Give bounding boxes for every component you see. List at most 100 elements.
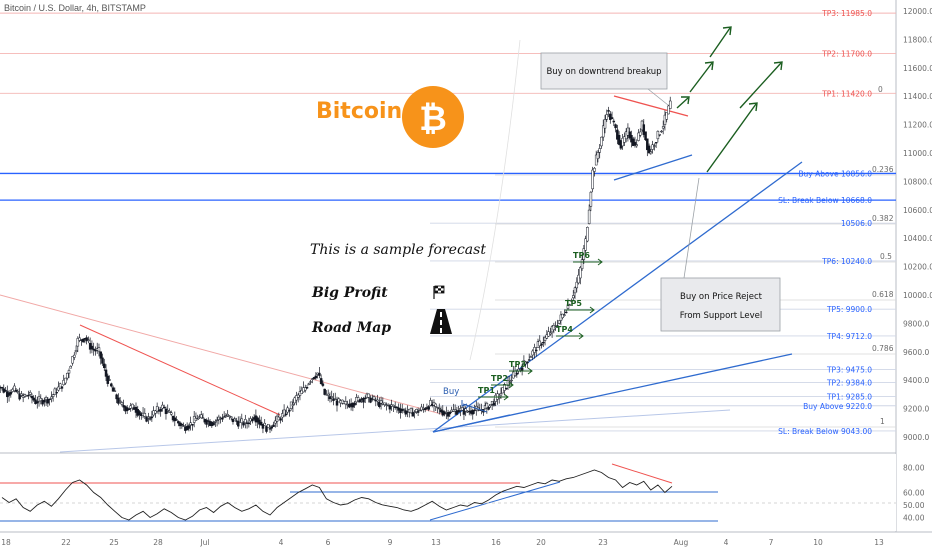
candle-body <box>649 151 653 154</box>
candle-body <box>64 377 67 384</box>
arrow-up-icon <box>709 26 732 58</box>
candle-body <box>363 397 367 400</box>
tp1-marker: TP1 <box>478 386 495 395</box>
candle-body <box>654 142 658 144</box>
candle-body <box>76 338 80 347</box>
candle-body <box>46 399 50 404</box>
downtrend-top <box>613 95 689 117</box>
candle-body <box>639 131 642 136</box>
level-label: Buy Above 10856.0 <box>798 169 872 178</box>
level-label: TP1: 11420.0 <box>821 89 872 98</box>
fib-label-0786: 0.786 <box>872 344 894 353</box>
candle-body <box>147 416 150 419</box>
rsi-line <box>1 469 673 521</box>
candle-body <box>69 366 73 369</box>
road-map-text: Road Map <box>311 320 391 336</box>
level-label: TP2: 9384.0 <box>826 378 872 387</box>
candle-body <box>663 114 667 125</box>
candle-body <box>305 387 309 389</box>
candle-body <box>199 414 203 419</box>
candle-body <box>291 404 295 407</box>
candle-body <box>159 409 162 412</box>
candle-body <box>503 384 506 391</box>
candle-body <box>667 105 670 115</box>
candle-body <box>295 395 298 401</box>
candle-body <box>367 393 370 398</box>
candle-body <box>600 136 603 147</box>
candle-body <box>594 154 598 166</box>
candle-body <box>635 144 638 147</box>
x-tick-label: 23 <box>598 538 608 547</box>
x-tick-label: 7 <box>769 538 774 547</box>
x-tick-label: 10 <box>813 538 823 547</box>
candle-body <box>647 145 651 154</box>
candle-body <box>113 390 117 392</box>
candle-body <box>53 388 57 395</box>
candle-body <box>266 423 270 428</box>
tp5-marker: TP5 <box>565 299 582 308</box>
candle-body <box>55 392 58 394</box>
candle-body <box>268 428 272 430</box>
candle-body <box>288 410 291 412</box>
candle-body <box>492 402 496 406</box>
candle-body <box>296 394 300 398</box>
candle-body <box>231 418 235 423</box>
candle-body <box>646 138 649 151</box>
candle-body <box>453 409 457 412</box>
candle-body <box>564 311 568 314</box>
tp4-marker: TP4 <box>556 325 573 334</box>
candle-body <box>191 423 194 426</box>
candle-body <box>665 112 668 120</box>
candle-body <box>166 410 169 412</box>
rsi-tick-label: 40.00 <box>903 514 925 523</box>
candle-body <box>423 408 427 411</box>
fib-label-0236: 0.236 <box>872 165 894 174</box>
time-axis[interactable]: 18 22 25 28 Jul 4 6 9 13 16 20 23 Aug 4 7 10 13 <box>1 538 884 547</box>
candle-body <box>27 394 30 397</box>
candle-body <box>0 387 4 389</box>
candle-body <box>30 395 34 399</box>
candle-body <box>582 248 586 260</box>
y-tick-label: 10400.0 <box>903 234 932 243</box>
candle-body <box>43 399 46 403</box>
candle-body <box>180 423 184 426</box>
candle-body <box>545 334 549 339</box>
x-tick-label: 4 <box>724 538 729 547</box>
candle-body <box>462 410 466 415</box>
support-line-base <box>432 414 511 433</box>
candle-body <box>16 391 20 393</box>
candle-body <box>642 124 646 135</box>
candle-body <box>388 405 392 410</box>
candle-body <box>51 394 55 397</box>
candle-body <box>607 110 610 112</box>
candle-body <box>487 406 490 410</box>
candle-body <box>644 131 647 141</box>
projection-arrows <box>676 26 783 173</box>
candle-body <box>127 408 131 410</box>
candle-body <box>32 397 35 401</box>
candle-body <box>314 375 318 379</box>
tp6-marker: TP6 <box>573 251 590 260</box>
candle-body <box>307 383 311 385</box>
buy-label: Buy <box>443 387 459 397</box>
candle-body <box>99 351 102 359</box>
candle-body <box>589 191 593 207</box>
fib-retracement-lines: 0 0.236 0.382 0.5 0.618 0.786 1 <box>495 85 896 428</box>
road-icon <box>430 309 452 334</box>
price-axis[interactable]: 12000.0 11800.0 11600.0 11400.0 11200.0 11000… <box>903 7 932 442</box>
level-label: TP3: 11985.0 <box>821 9 872 18</box>
candle-body <box>337 398 341 403</box>
candle-body <box>605 114 609 120</box>
candle-body <box>148 418 152 420</box>
candle-body <box>207 420 210 422</box>
candle-body <box>177 421 180 424</box>
x-tick-label: 20 <box>536 538 546 547</box>
candle-body <box>228 415 231 418</box>
level-label: TP6: 10240.0 <box>821 257 872 266</box>
bitcoin-logo-circle <box>402 86 464 148</box>
candle-body <box>226 414 229 416</box>
candle-body <box>50 396 53 399</box>
rsi-tick-label: 60.00 <box>903 489 925 498</box>
candle-body <box>161 404 164 409</box>
